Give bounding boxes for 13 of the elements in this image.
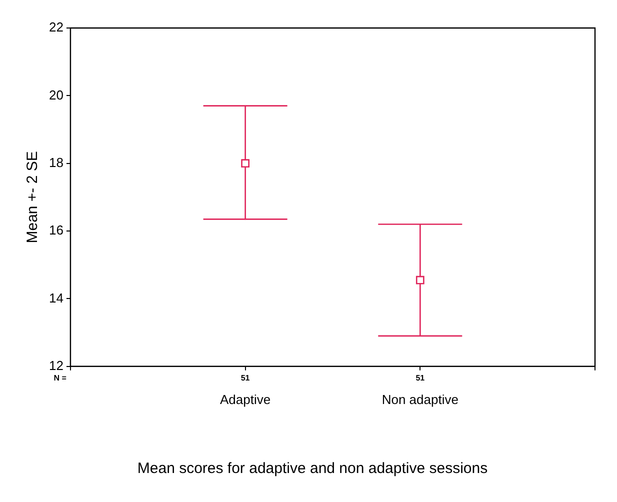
y-tick-label: 12 xyxy=(48,358,64,373)
x-tick-label: Non adaptive xyxy=(382,392,458,407)
y-tick-label: 22 xyxy=(48,20,64,35)
y-tick-label: 18 xyxy=(48,154,64,170)
y-tick-label: 14 xyxy=(48,290,64,306)
y-tick-label: 16 xyxy=(48,222,64,238)
text: N = xyxy=(54,374,67,383)
text: 51 xyxy=(240,374,250,383)
y-tick-label: 20 xyxy=(48,87,64,102)
x-tick-label: Adaptive xyxy=(220,392,271,407)
text: Mean scores for adaptive and non adaptive sessions xyxy=(137,460,488,478)
text: 51 xyxy=(416,374,426,383)
y-axis-title: Mean +- 2 SE xyxy=(24,151,42,244)
